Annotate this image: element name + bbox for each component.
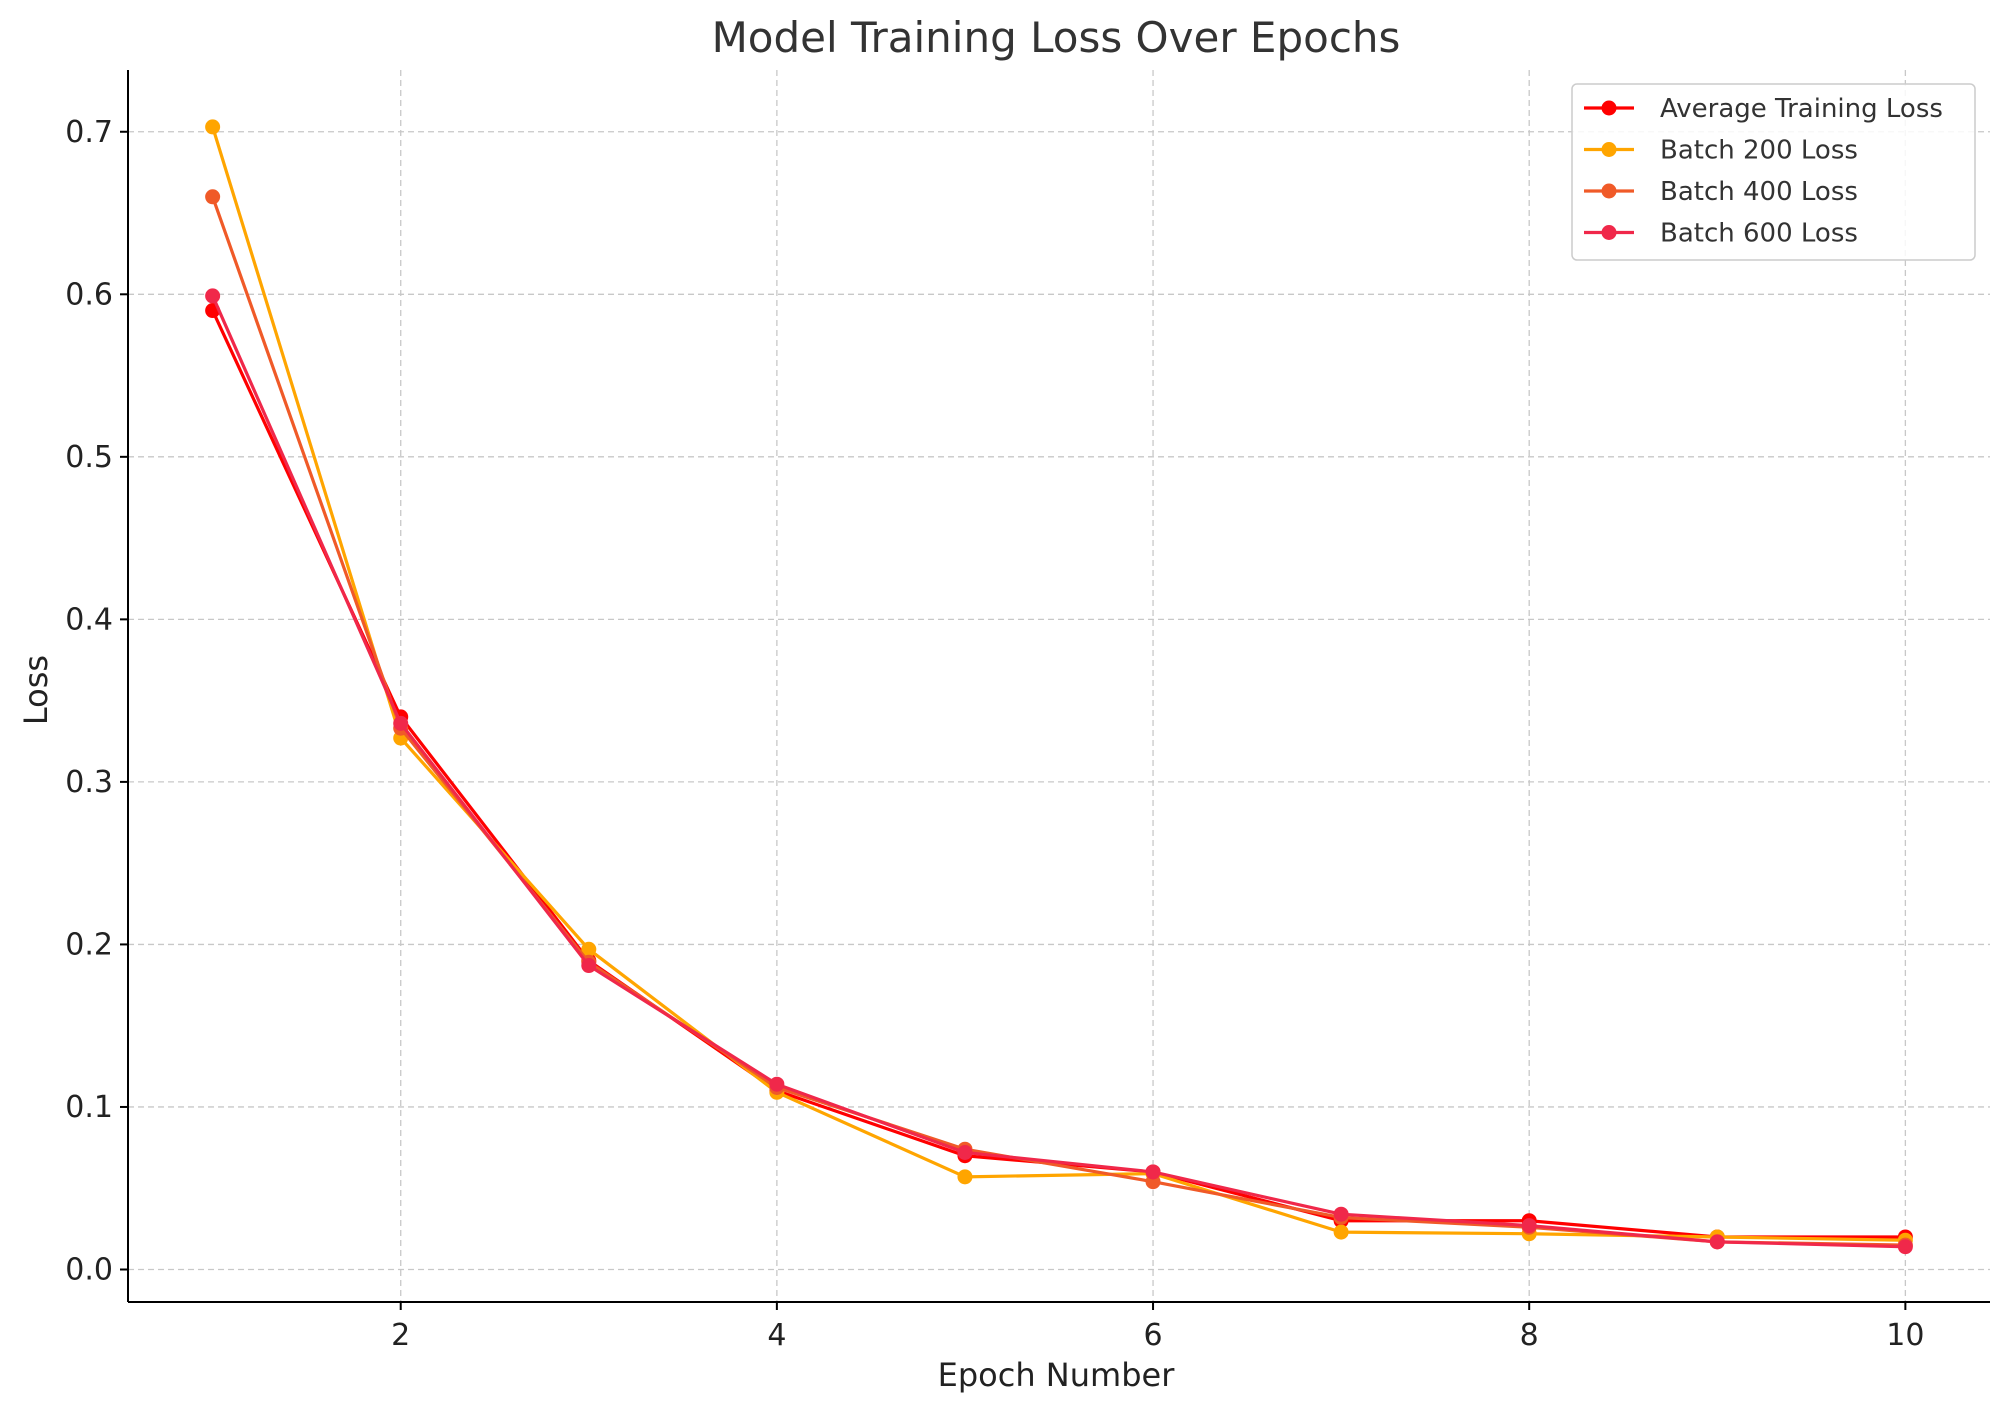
axes bbox=[127, 70, 1990, 1303]
data-point bbox=[1333, 1224, 1349, 1240]
x-tick-label: 2 bbox=[391, 1318, 410, 1353]
y-tick-label: 0.1 bbox=[65, 1090, 113, 1125]
x-axis-label: Epoch Number bbox=[938, 1356, 1176, 1394]
series-group bbox=[205, 189, 1913, 1253]
legend-item: Batch 400 Loss bbox=[1584, 177, 1858, 207]
x-tick-label: 6 bbox=[1143, 1318, 1162, 1353]
legend-label: Batch 600 Loss bbox=[1660, 219, 1858, 249]
data-point bbox=[1145, 1164, 1161, 1180]
data-point bbox=[1333, 1206, 1349, 1222]
data-point bbox=[393, 715, 409, 731]
chart-title: Model Training Loss Over Epochs bbox=[712, 13, 1401, 62]
y-axis-label: Loss bbox=[17, 655, 55, 725]
legend-item: Average Training Loss bbox=[1584, 94, 1943, 124]
legend-item: Batch 200 Loss bbox=[1584, 136, 1858, 166]
data-point bbox=[957, 1169, 973, 1185]
series-lines bbox=[205, 119, 1913, 1255]
series-group bbox=[205, 288, 1913, 1255]
legend-label: Average Training Loss bbox=[1660, 94, 1943, 124]
x-tick-label: 10 bbox=[1886, 1318, 1924, 1353]
legend-swatch-marker bbox=[1601, 183, 1617, 199]
legend: Average Training Loss Batch 200 Loss Batch… bbox=[1571, 83, 1976, 261]
data-point bbox=[1521, 1218, 1537, 1234]
data-point bbox=[1897, 1239, 1913, 1255]
data-point bbox=[205, 288, 221, 304]
tick-labels: 2 4 6 8 10 0.0 0.1 0.2 0.3 0.4 0.5 0.6 0.7 bbox=[65, 115, 1924, 1353]
data-point bbox=[581, 941, 597, 957]
y-tick-label: 0.0 bbox=[65, 1252, 113, 1287]
data-point bbox=[205, 119, 221, 135]
data-point bbox=[769, 1076, 785, 1092]
series-line bbox=[211, 295, 1906, 1249]
y-tick-label: 0.3 bbox=[65, 765, 113, 800]
y-tick-label: 0.7 bbox=[65, 115, 113, 150]
legend-box bbox=[1571, 83, 1976, 261]
series-line bbox=[211, 196, 1906, 1247]
y-tick-label: 0.6 bbox=[65, 277, 113, 312]
y-tick-label: 0.4 bbox=[65, 602, 113, 637]
x-tick-label: 8 bbox=[1520, 1318, 1539, 1353]
legend-swatch-marker bbox=[1601, 225, 1617, 240]
legend-swatch-marker bbox=[1601, 142, 1617, 157]
legend-label: Batch 200 Loss bbox=[1660, 136, 1858, 166]
series-group bbox=[205, 303, 1913, 1245]
series-group bbox=[205, 119, 1913, 1248]
data-point bbox=[957, 1144, 973, 1160]
data-point bbox=[1709, 1234, 1725, 1250]
data-point bbox=[581, 958, 597, 974]
x-tick-label: 4 bbox=[767, 1318, 786, 1353]
y-tick-label: 0.5 bbox=[65, 440, 113, 475]
data-point bbox=[205, 189, 221, 205]
legend-swatch-marker bbox=[1601, 100, 1617, 116]
legend-label: Batch 400 Loss bbox=[1660, 177, 1858, 207]
legend-item: Batch 600 Loss bbox=[1584, 219, 1858, 249]
y-tick-label: 0.2 bbox=[65, 927, 113, 962]
series-line bbox=[211, 309, 1906, 1239]
